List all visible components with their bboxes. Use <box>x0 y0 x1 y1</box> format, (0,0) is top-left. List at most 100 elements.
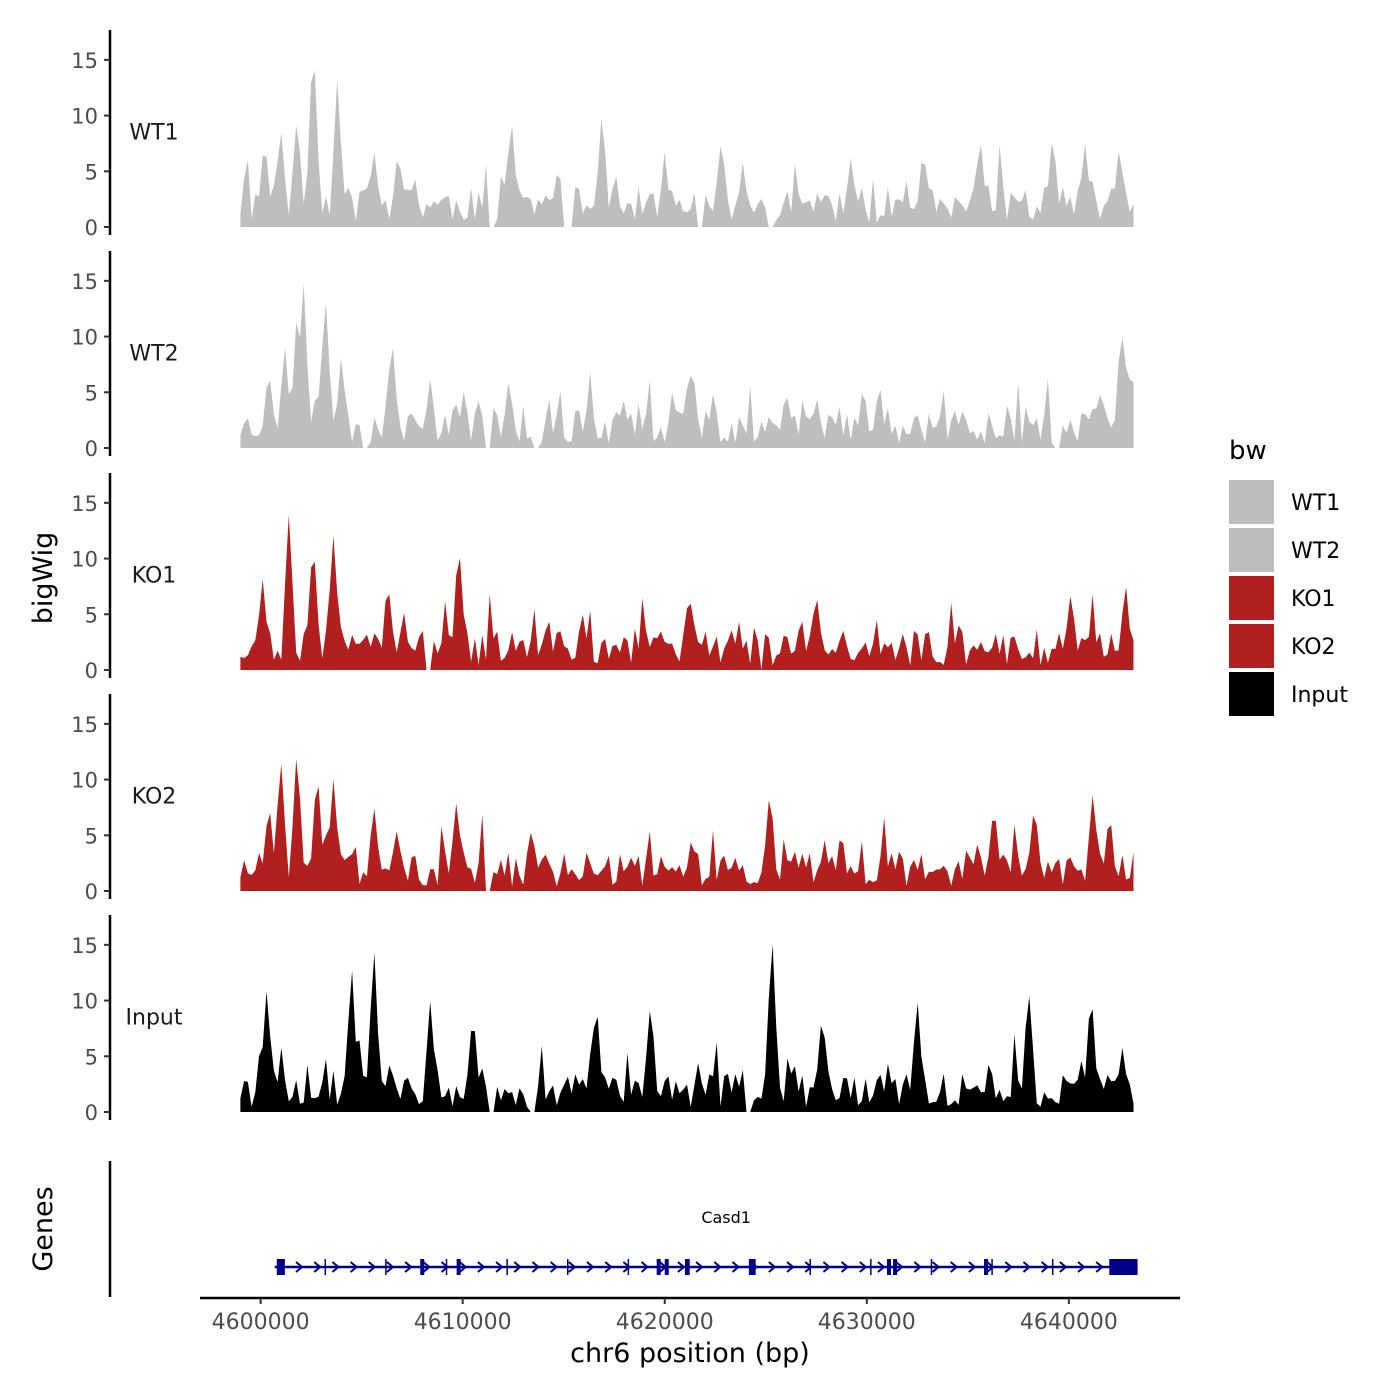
strand-arrow <box>950 1261 959 1273</box>
strand-arrow <box>1004 1261 1013 1273</box>
legend-swatch-ko2 <box>1229 624 1274 668</box>
legend-swatch-wt1 <box>1229 480 1274 524</box>
y-tick-label: 5 <box>85 381 98 405</box>
strand-arrow <box>495 1261 504 1273</box>
legend-label-wt2: WT2 <box>1291 539 1340 564</box>
strand-arrow <box>386 1261 395 1273</box>
coverage-area-ko1 <box>240 514 1134 670</box>
y-tick-label: 5 <box>85 1045 98 1069</box>
strand-arrow <box>840 1261 850 1273</box>
strand-arrow <box>713 1261 722 1273</box>
strand-arrow <box>568 1261 577 1273</box>
strand-arrow <box>440 1261 450 1273</box>
legend: bw WT1 WT2 KO1 KO2 Input <box>1229 436 1348 716</box>
strand-arrow <box>622 1261 631 1273</box>
strand-arrow <box>1077 1261 1086 1273</box>
y-tick-label: 10 <box>71 990 98 1014</box>
strand-arrow <box>895 1261 904 1273</box>
legend-label-ko2: KO2 <box>1291 635 1336 660</box>
y-tick-label: 5 <box>85 603 98 627</box>
exon <box>456 1259 461 1275</box>
x-tick-label: 4630000 <box>818 1310 916 1335</box>
strand-arrow <box>859 1261 868 1273</box>
coverage-area-wt1 <box>240 70 1134 228</box>
strand-arrow <box>677 1261 686 1273</box>
strand-arrow <box>804 1261 813 1273</box>
strand-arrow <box>1095 1261 1104 1273</box>
strand-arrow <box>604 1261 613 1273</box>
strand-arrow <box>295 1261 304 1273</box>
strand-arrow <box>695 1261 704 1273</box>
legend-label-ko1: KO1 <box>1291 587 1336 612</box>
gene-name-label: Casd1 <box>701 1208 751 1227</box>
strand-arrow <box>968 1261 977 1273</box>
exon <box>984 1259 988 1275</box>
strand-arrow <box>313 1261 322 1273</box>
y-tick-label: 5 <box>85 160 98 184</box>
genes-axis-title: Genes <box>28 1186 59 1271</box>
track-ko1: 0 5 10 15 KO1 <box>71 473 1134 683</box>
y-tick-label: 15 <box>71 492 98 516</box>
strand-arrow <box>404 1261 413 1273</box>
y-tick-label: 10 <box>71 326 98 350</box>
strand-arrow <box>549 1261 559 1273</box>
track-label: KO1 <box>132 564 177 589</box>
y-axis-title: bigWig <box>28 532 59 625</box>
y-tick-label: 0 <box>85 437 98 461</box>
y-tick-label: 15 <box>71 49 98 73</box>
strand-arrow <box>331 1261 340 1273</box>
x-tick-label: 4600000 <box>212 1310 310 1335</box>
y-tick-label: 0 <box>85 880 98 904</box>
track-label: WT1 <box>129 121 178 146</box>
coverage-area-ko2 <box>240 758 1134 891</box>
exon <box>664 1259 669 1275</box>
track-input: 0 5 10 15 Input <box>71 915 1134 1125</box>
exon <box>893 1259 898 1275</box>
strand-arrow <box>459 1261 468 1273</box>
strand-arrow <box>349 1261 359 1273</box>
gene-track: Casd1 <box>108 1161 1138 1297</box>
track-label: Input <box>126 1006 183 1031</box>
y-tick-label: 0 <box>85 1101 98 1125</box>
strand-arrow <box>1022 1261 1031 1273</box>
strand-arrow <box>877 1261 886 1273</box>
track-wt1: 0 5 10 15 WT1 <box>71 30 1134 240</box>
x-axis: 4600000 4610000 4620000 4630000 4640000 <box>200 1296 1180 1335</box>
coverage-tracks: 0 5 10 15 WT1 0 5 10 15 WT2 0 5 10 15 KO1 0 5 10 15 KO2 0 5 10… <box>71 30 1134 1125</box>
strand-arrow <box>586 1261 595 1273</box>
y-tick-label: 15 <box>71 713 98 737</box>
strand-arrow <box>822 1261 831 1273</box>
x-tick-label: 4620000 <box>616 1310 714 1335</box>
track-ko2: 0 5 10 15 KO2 <box>71 694 1134 904</box>
coverage-area-input <box>240 944 1134 1112</box>
strand-arrow <box>531 1261 540 1273</box>
strand-arrow <box>513 1261 522 1273</box>
strand-arrow <box>768 1261 777 1273</box>
legend-swatch-wt2 <box>1229 528 1274 572</box>
strand-arrow <box>913 1261 922 1273</box>
y-tick-label: 0 <box>85 659 98 683</box>
track-label: KO2 <box>132 785 177 810</box>
legend-label-input: Input <box>1291 683 1348 708</box>
exon <box>420 1259 425 1275</box>
strand-arrow <box>477 1261 486 1273</box>
y-tick-label: 15 <box>71 934 98 958</box>
y-tick-label: 15 <box>71 270 98 294</box>
legend-label-wt1: WT1 <box>1291 491 1340 516</box>
y-tick-label: 5 <box>85 824 98 848</box>
y-tick-label: 0 <box>85 216 98 240</box>
exon <box>684 1259 689 1275</box>
strand-arrow <box>368 1261 377 1273</box>
coverage-area-wt2 <box>240 283 1134 448</box>
legend-swatch-ko1 <box>1229 576 1274 620</box>
strand-arrow <box>422 1261 431 1273</box>
track-wt2: 0 5 10 15 WT2 <box>71 251 1134 461</box>
y-tick-label: 10 <box>71 105 98 129</box>
exon <box>656 1259 661 1275</box>
strand-arrow <box>931 1261 941 1273</box>
strand-arrow <box>786 1261 795 1273</box>
y-tick-label: 10 <box>71 548 98 572</box>
strand-arrow <box>640 1261 650 1273</box>
x-tick-label: 4610000 <box>414 1310 512 1335</box>
